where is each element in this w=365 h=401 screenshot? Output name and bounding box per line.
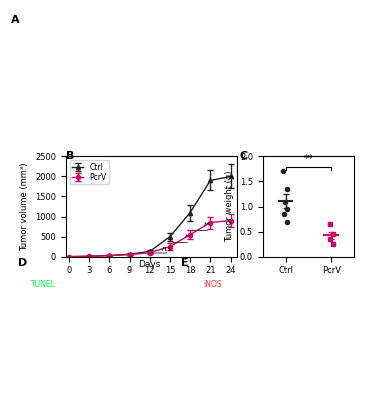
Text: *: *	[185, 234, 188, 240]
Y-axis label: Tumor weight (g): Tumor weight (g)	[226, 171, 234, 242]
Text: Days: Days	[138, 260, 161, 269]
Text: TUNEL: TUNEL	[31, 280, 56, 289]
Text: 100μm: 100μm	[36, 379, 55, 384]
Y-axis label: Tumor volume (mm³): Tumor volume (mm³)	[20, 162, 30, 251]
Text: D: D	[18, 258, 27, 268]
Text: PcrV: PcrV	[102, 271, 121, 280]
Text: n.s: n.s	[161, 246, 172, 252]
Text: E: E	[181, 258, 189, 268]
Text: 10μm: 10μm	[210, 379, 226, 384]
Text: Ctrl: Ctrl	[198, 271, 213, 280]
Text: **: **	[304, 154, 313, 164]
Text: C: C	[240, 152, 248, 161]
Text: PcrV: PcrV	[282, 271, 301, 280]
Text: B: B	[66, 152, 74, 161]
Text: A: A	[11, 15, 19, 25]
Text: iNOS: iNOS	[203, 280, 222, 289]
Legend: Ctrl, PcrV: Ctrl, PcrV	[69, 160, 109, 184]
Text: Ctrl: Ctrl	[26, 271, 41, 280]
Text: **: **	[204, 222, 210, 228]
